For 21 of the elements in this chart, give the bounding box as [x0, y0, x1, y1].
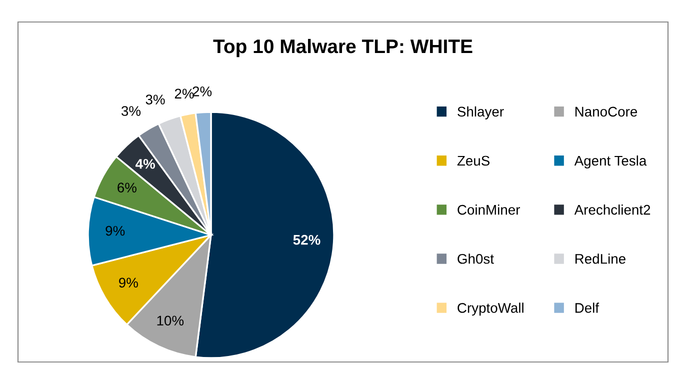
legend-label: Agent Tesla: [574, 155, 647, 168]
data-label: 2%: [174, 88, 194, 99]
data-label: 4%: [136, 158, 155, 169]
data-label: 2%: [192, 86, 212, 96]
legend-label: Shlayer: [458, 106, 504, 120]
data-label: 52%: [293, 234, 320, 245]
legend-label: Arechclient2: [574, 204, 650, 215]
legend-label: Gh0st: [458, 254, 494, 264]
legend-label: CryptoWall: [458, 302, 524, 316]
legend-label: NanoCore: [575, 106, 638, 117]
data-label: 3%: [146, 94, 165, 104]
chart-title: Top 10 Malware TLP: WHITE: [213, 38, 472, 58]
data-label: 6%: [118, 182, 136, 193]
data-label: 10%: [157, 316, 184, 326]
legend-label: RedLine: [575, 254, 626, 264]
data-label: 9%: [106, 226, 125, 236]
legend-label: Delf: [575, 302, 600, 313]
data-label: 3%: [121, 106, 141, 116]
data-label: 9%: [119, 278, 138, 288]
legend-label: CoinMiner: [458, 204, 520, 215]
legend-label: ZeuS: [457, 156, 490, 166]
